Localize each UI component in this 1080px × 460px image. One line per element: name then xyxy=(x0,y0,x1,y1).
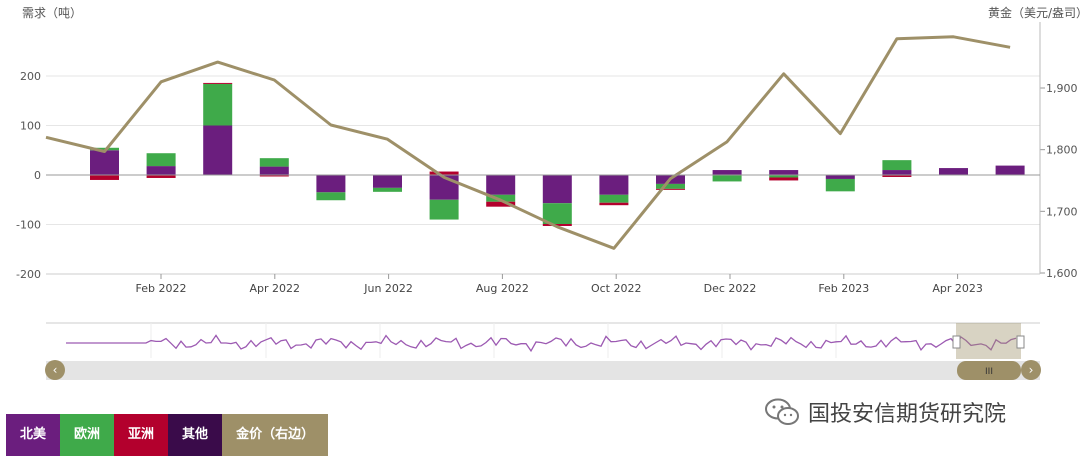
y-left-tick-label: -200 xyxy=(16,268,41,281)
bar-segment-欧洲 xyxy=(769,175,799,178)
x-tick-label: Apr 2023 xyxy=(932,282,983,295)
bar-segment-北美 xyxy=(939,168,968,175)
y-right-tick-label: 1,800 xyxy=(1046,144,1078,157)
bar-segment-欧洲 xyxy=(486,194,516,202)
x-tick-label: Apr 2022 xyxy=(250,282,301,295)
bar-segment-北美 xyxy=(316,175,346,193)
x-tick-label: Feb 2023 xyxy=(818,282,869,295)
bar-segment-亚洲 xyxy=(486,201,516,207)
x-tick-label: Aug 2022 xyxy=(476,282,529,295)
watermark: 国投安信期货研究院 xyxy=(764,396,1006,428)
bar-segment-亚洲 xyxy=(769,177,799,181)
scroll-left-button xyxy=(45,360,65,380)
axes: -200 -100 0 100 200 1,600 1,700 1,800 1,900 Feb 2… xyxy=(16,22,1078,295)
gold-price-line xyxy=(45,35,1011,250)
legend-item-gold-price[interactable]: 金价（右边） xyxy=(222,414,329,456)
bar-segment-欧洲 xyxy=(90,147,119,151)
y-left-tick-label: 200 xyxy=(20,70,41,83)
bar-segment-北美 xyxy=(259,166,289,175)
bar-segment-北美 xyxy=(995,165,1025,175)
bar-segment-北美 xyxy=(882,170,912,175)
y-left-tick-label: -100 xyxy=(16,219,41,232)
y-right-tick-label: 1,700 xyxy=(1046,205,1078,218)
bar-segment-欧洲 xyxy=(316,192,346,201)
bar-segment-北美 xyxy=(825,175,855,179)
bar-segment-北美 xyxy=(542,175,572,204)
scroll-right-arrow-icon: › xyxy=(1029,363,1034,377)
bar-segment-北美 xyxy=(146,166,176,175)
y-right-tick-label: 1,900 xyxy=(1046,82,1078,95)
bar-segment-亚洲 xyxy=(259,175,289,177)
bar-segment-亚洲 xyxy=(882,175,912,177)
bar-segment-亚洲 xyxy=(599,202,629,206)
y-right-axis-title: 黄金（美元/盎司） xyxy=(988,5,1080,20)
navigator[interactable]: III ‹ › xyxy=(45,322,1041,380)
bar-segment-欧洲 xyxy=(203,83,233,126)
x-tick-label: Dec 2022 xyxy=(704,282,757,295)
legend-item-europe[interactable]: 欧洲 xyxy=(60,414,115,456)
bar-segment-欧洲 xyxy=(259,158,289,167)
bar-segment-亚洲 xyxy=(146,175,176,178)
watermark-text: 国投安信期货研究院 xyxy=(808,402,1007,427)
bar-segment-欧洲 xyxy=(429,199,459,220)
bar-segment-北美 xyxy=(599,175,629,195)
bar-segment-欧洲 xyxy=(712,175,742,182)
scrollbar-track xyxy=(46,361,1040,380)
bar-segment-北美 xyxy=(429,175,459,200)
bar-segment-亚洲 xyxy=(90,175,119,180)
legend-item-asia[interactable]: 亚洲 xyxy=(114,414,169,456)
bar-segment-北美 xyxy=(373,175,402,188)
scrollbar-thumb-grip: III xyxy=(985,367,993,377)
bar-segment-欧洲 xyxy=(542,203,572,225)
bar-segment-欧洲 xyxy=(825,178,855,192)
bar-segment-亚洲 xyxy=(542,224,572,226)
navigator-left-handle xyxy=(952,335,961,349)
bar-segment-北美 xyxy=(712,170,742,175)
scroll-left-arrow-icon: ‹ xyxy=(53,363,58,377)
y-left-axis-title: 需求（吨） xyxy=(22,6,82,20)
wechat-icon xyxy=(765,398,799,425)
gold-price-polyline xyxy=(45,35,1011,250)
x-tick-label: Jun 2022 xyxy=(363,282,413,295)
bar-segment-北美 xyxy=(486,175,516,195)
scroll-right-button xyxy=(1021,360,1041,380)
bar-segment-亚洲 xyxy=(203,82,233,84)
y-left-tick-label: 0 xyxy=(34,169,41,182)
bar-segment-欧洲 xyxy=(373,187,402,192)
bar-segment-北美 xyxy=(203,125,233,175)
bar-segment-欧洲 xyxy=(656,183,685,189)
bar-segment-欧洲 xyxy=(146,153,176,167)
bar-segment-北美 xyxy=(90,150,119,175)
legend: 北美 欧洲 亚洲 其他 金价（右边） xyxy=(6,414,329,456)
legend-item-other[interactable]: 其他 xyxy=(168,414,223,456)
x-tick-label: Oct 2022 xyxy=(591,282,642,295)
bar-segment-亚洲 xyxy=(429,171,459,175)
bar-segment-亚洲 xyxy=(656,188,685,190)
bar-segment-欧洲 xyxy=(882,160,912,171)
navigator-right-handle xyxy=(1016,335,1025,349)
legend-item-north-america[interactable]: 北美 xyxy=(6,414,61,456)
bar-series xyxy=(90,82,1025,226)
y-right-tick-label: 1,600 xyxy=(1046,267,1078,280)
scrollbar-thumb xyxy=(957,361,1021,380)
navigator-series xyxy=(66,334,1017,353)
bar-segment-北美 xyxy=(769,170,799,175)
bar-segment-欧洲 xyxy=(599,194,629,203)
x-tick-label: Feb 2022 xyxy=(136,282,187,295)
y-left-tick-label: 100 xyxy=(20,120,41,133)
navigator-window xyxy=(956,323,1021,359)
